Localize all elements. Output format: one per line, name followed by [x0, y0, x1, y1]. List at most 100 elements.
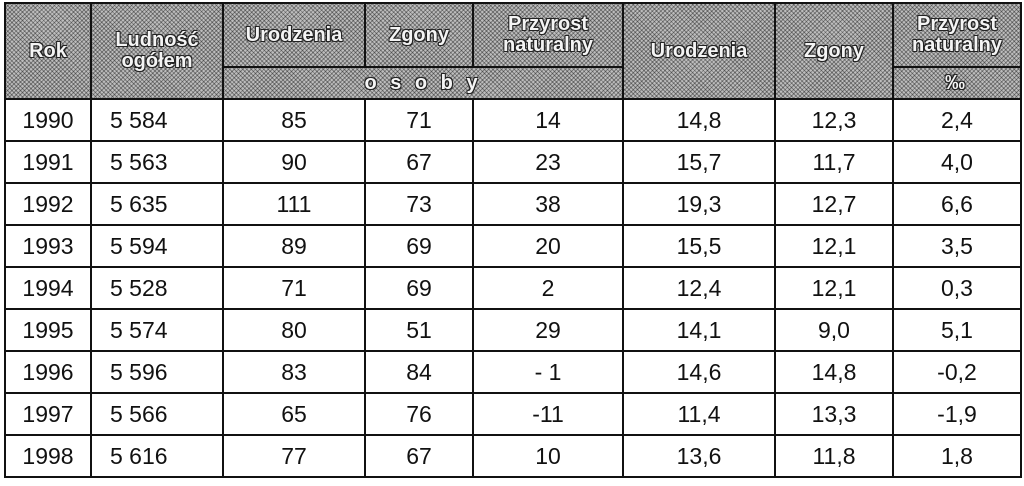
cell-births: 80	[222, 308, 366, 352]
cell-death-rate: 12,7	[774, 182, 894, 226]
cell-year: 1990	[4, 98, 92, 142]
table-row: 1990 5 584 85 71 14 14,8 12,3 2,4	[4, 98, 1022, 142]
cell-year: 1998	[4, 434, 92, 478]
cell-population: 5 566	[90, 392, 224, 436]
cell-natural-increase: 20	[472, 224, 624, 268]
header-przyrost-rate: Przyrost naturalny	[892, 2, 1022, 68]
cell-death-rate: 12,1	[774, 224, 894, 268]
cell-natural-increase-rate: 3,5	[892, 224, 1022, 268]
demographics-table: Rok Ludność ogółem Urodzenia Zgony Przyr…	[4, 2, 1022, 478]
cell-birth-rate: 14,6	[622, 350, 776, 394]
cell-population: 5 563	[90, 140, 224, 184]
cell-year: 1992	[4, 182, 92, 226]
header-zgony-rate: Zgony	[774, 2, 894, 100]
table-row: 1995 5 574 80 51 29 14,1 9,0 5,1	[4, 308, 1022, 352]
cell-natural-increase: - 1	[472, 350, 624, 394]
header-przyrost-rate-line1: Przyrost	[916, 13, 998, 35]
cell-birth-rate: 14,8	[622, 98, 776, 142]
cell-death-rate: 9,0	[774, 308, 894, 352]
cell-natural-increase: 2	[472, 266, 624, 310]
cell-birth-rate: 11,4	[622, 392, 776, 436]
header-przyrost-rate-line2: naturalny	[911, 34, 1003, 56]
cell-death-rate: 11,7	[774, 140, 894, 184]
cell-natural-increase-rate: -1,9	[892, 392, 1022, 436]
cell-natural-increase: 23	[472, 140, 624, 184]
cell-natural-increase-rate: 5,1	[892, 308, 1022, 352]
table-body: 1990 5 584 85 71 14 14,8 12,3 2,4 1991 5 563 90 67 2…	[4, 98, 1022, 478]
cell-death-rate: 14,8	[774, 350, 894, 394]
cell-natural-increase: 10	[472, 434, 624, 478]
cell-population: 5 528	[90, 266, 224, 310]
cell-natural-increase-rate: 1,8	[892, 434, 1022, 478]
cell-population: 5 596	[90, 350, 224, 394]
cell-birth-rate: 12,4	[622, 266, 776, 310]
header-urodzenia: Urodzenia	[222, 2, 366, 68]
cell-population: 5 616	[90, 434, 224, 478]
cell-death-rate: 12,3	[774, 98, 894, 142]
cell-population: 5 594	[90, 224, 224, 268]
cell-births: 111	[222, 182, 366, 226]
cell-birth-rate: 15,5	[622, 224, 776, 268]
cell-natural-increase-rate: 6,6	[892, 182, 1022, 226]
cell-births: 71	[222, 266, 366, 310]
cell-birth-rate: 19,3	[622, 182, 776, 226]
header-przyrost-line2: naturalny	[502, 34, 594, 56]
table-row: 1998 5 616 77 67 10 13,6 11,8 1,8	[4, 434, 1022, 478]
cell-death-rate: 12,1	[774, 266, 894, 310]
cell-year: 1997	[4, 392, 92, 436]
header-przyrost-line1: Przyrost	[507, 13, 589, 35]
unit-permille: ‰	[892, 66, 1022, 100]
cell-year: 1995	[4, 308, 92, 352]
cell-births: 85	[222, 98, 366, 142]
cell-births: 65	[222, 392, 366, 436]
table-row: 1996 5 596 83 84- 1 14,6 14,8 -0,2	[4, 350, 1022, 394]
header-rok: Rok	[4, 2, 92, 100]
cell-births: 83	[222, 350, 366, 394]
cell-natural-increase: 38	[472, 182, 624, 226]
cell-natural-increase: -11	[472, 392, 624, 436]
header-urodzenia-rate: Urodzenia	[622, 2, 776, 100]
cell-year: 1991	[4, 140, 92, 184]
table-row: 1992 5 635 111 73 38 19,3 12,7 6,6	[4, 182, 1022, 226]
header-przyrost: Przyrost naturalny	[472, 2, 624, 68]
cell-year: 1993	[4, 224, 92, 268]
table-row: 1991 5 563 90 67 23 15,7 11,7 4,0	[4, 140, 1022, 184]
cell-births: 89	[222, 224, 366, 268]
cell-deaths: 67	[364, 434, 474, 478]
cell-deaths: 84	[364, 350, 474, 394]
header-ludnosc-line1: Ludność	[115, 29, 199, 51]
cell-natural-increase-rate: 2,4	[892, 98, 1022, 142]
cell-natural-increase-rate: 4,0	[892, 140, 1022, 184]
cell-birth-rate: 14,1	[622, 308, 776, 352]
header-ludnosc: Ludność ogółem	[90, 2, 224, 100]
cell-death-rate: 11,8	[774, 434, 894, 478]
cell-deaths: 51	[364, 308, 474, 352]
cell-births: 77	[222, 434, 366, 478]
cell-natural-increase: 14	[472, 98, 624, 142]
cell-population: 5 635	[90, 182, 224, 226]
table-row: 1997 5 566 65 76 -11 11,4 13,3 -1,9	[4, 392, 1022, 436]
cell-population: 5 574	[90, 308, 224, 352]
cell-natural-increase-rate: 0,3	[892, 266, 1022, 310]
unit-persons: o s o b y	[222, 66, 624, 100]
cell-birth-rate: 13,6	[622, 434, 776, 478]
cell-year: 1994	[4, 266, 92, 310]
unit-row: o s o b y ‰	[5, 66, 1022, 100]
cell-birth-rate: 15,7	[622, 140, 776, 184]
cell-births: 90	[222, 140, 366, 184]
header-zgony: Zgony	[364, 2, 474, 68]
cell-deaths: 69	[364, 224, 474, 268]
cell-deaths: 76	[364, 392, 474, 436]
cell-year: 1996	[4, 350, 92, 394]
table-row: 1993 5 594 89 69 20 15,5 12,1 3,5	[4, 224, 1022, 268]
table-row: 1994 5 528 71 69 2 12,4 12,1 0,3	[4, 266, 1022, 310]
cell-deaths: 71	[364, 98, 474, 142]
cell-deaths: 73	[364, 182, 474, 226]
cell-natural-increase: 29	[472, 308, 624, 352]
cell-population: 5 584	[90, 98, 224, 142]
cell-deaths: 69	[364, 266, 474, 310]
cell-death-rate: 13,3	[774, 392, 894, 436]
header-ludnosc-line2: ogółem	[121, 50, 193, 72]
cell-natural-increase-rate: -0,2	[892, 350, 1022, 394]
header-row: Rok Ludność ogółem Urodzenia Zgony Przyr…	[4, 2, 1022, 100]
